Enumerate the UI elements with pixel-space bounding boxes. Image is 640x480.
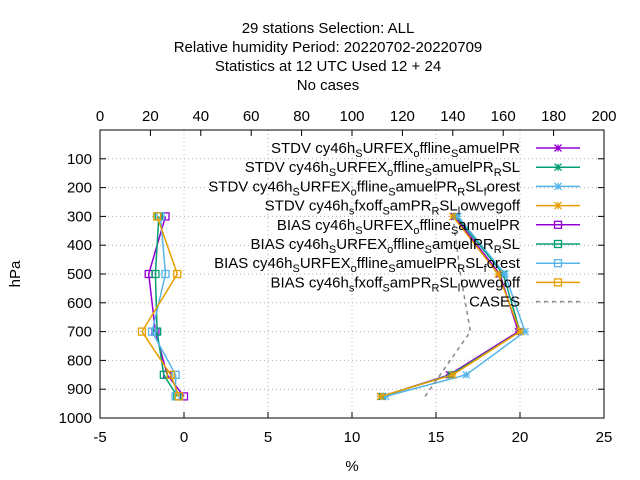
y-tick-label: 800 xyxy=(67,352,92,369)
series-path xyxy=(424,216,472,397)
data-point xyxy=(500,270,509,278)
title-line: Relative humidity Period: 20220702-20220… xyxy=(174,39,483,56)
legend-item: BIAS cy46hSURFEXofflineSamuelPR xyxy=(277,217,580,237)
series-path xyxy=(141,216,180,397)
data-point xyxy=(553,259,563,268)
x2-tick-label: 0 xyxy=(96,108,104,125)
grid-lines xyxy=(100,130,604,418)
legend-item: BIAS cy46hSURFEXofflineSamuelPRRSLforest xyxy=(214,255,580,275)
y-tick-label: 500 xyxy=(67,266,92,283)
data-point xyxy=(171,370,180,379)
x2-tick-label: 100 xyxy=(339,108,364,125)
data-point xyxy=(554,201,562,210)
data-point xyxy=(151,269,160,279)
x-tick-label: 0 xyxy=(180,429,188,446)
legend-label: STDV cy46hSURFEXofflineSamuelPRRSL xyxy=(245,159,520,179)
data-point xyxy=(554,182,562,191)
series-path xyxy=(154,216,178,397)
legend-label: STDV cy46hSURFEXofflineSamuelPRRSLforest xyxy=(208,178,521,198)
y-tick-label: 700 xyxy=(67,324,92,341)
y-tick-label: 200 xyxy=(67,180,92,197)
x-tick-label: 5 xyxy=(264,429,272,446)
x2-tick-label: 20 xyxy=(142,108,159,125)
legend-label: BIAS cy46hsfxoffSamPRRSLlowvegoff xyxy=(270,274,520,294)
data-point xyxy=(166,370,175,379)
title-line: 29 stations Selection: ALL xyxy=(242,20,415,37)
data-point xyxy=(494,270,503,278)
x2-tick-label: 140 xyxy=(440,108,465,125)
legend-item: STDV cy46hsfxoffSamPRRSLlowvegoff xyxy=(265,198,580,218)
x2-tick-label: 180 xyxy=(541,108,566,125)
y-tick-label: 100 xyxy=(67,151,92,168)
data-point xyxy=(173,269,182,279)
x-axis-label: % xyxy=(345,458,358,475)
title-line: No cases xyxy=(297,77,360,94)
series-line xyxy=(137,212,184,401)
title-line: Statistics at 12 UTC Used 12 + 24 xyxy=(215,58,441,75)
series-line xyxy=(376,212,524,401)
legend-label: BIAS cy46hSURFEXofflineSamuelPRRSLforest xyxy=(214,255,521,275)
data-point xyxy=(174,392,184,401)
data-point xyxy=(376,392,385,401)
x-tick-label: 10 xyxy=(344,429,361,446)
y-tick-label: 600 xyxy=(67,295,92,312)
x-axis: -5 0 5 10 15 20 25 xyxy=(93,412,612,446)
y-tick-label: 1000 xyxy=(59,410,92,427)
y-tick-label: 400 xyxy=(67,237,92,254)
legend-item: STDV cy46hSURFEXofflineSamuelPRRSL xyxy=(245,159,580,179)
y-tick-label: 300 xyxy=(67,208,92,225)
y-axis-label: hPa xyxy=(7,260,24,287)
y-axis: 100 200 300 400 500 600 700 800 900 1000 xyxy=(59,151,604,427)
legend-item: STDV cy46hSURFEXofflineSamuelPR xyxy=(271,140,580,160)
x-tick-label: 20 xyxy=(512,429,529,446)
y-tick-label: 900 xyxy=(67,381,92,398)
legend-item: BIAS cy46hsfxoffSamPRRSLlowvegoff xyxy=(270,274,580,294)
data-point xyxy=(553,220,563,229)
data-point xyxy=(462,370,471,379)
legend-item: CASES xyxy=(469,294,580,311)
series-path xyxy=(151,216,177,397)
data-point xyxy=(161,269,170,279)
data-point xyxy=(553,239,563,249)
data-point xyxy=(152,327,162,336)
data-point xyxy=(553,278,563,287)
legend-item: BIAS cy46hSURFEXofflineSamuelPRRSL xyxy=(251,236,580,256)
data-point xyxy=(516,327,524,336)
x2-axis: 0 20 40 60 80 100 120 140 160 180 200 xyxy=(96,108,617,136)
legend-label: BIAS cy46hSURFEXofflineSamuelPR xyxy=(277,217,520,237)
legend-label: STDV cy46hSURFEXofflineSamuelPR xyxy=(271,140,520,160)
x2-tick-label: 80 xyxy=(293,108,310,125)
legend-label: STDV cy46hsfxoffSamPRRSLlowvegoff xyxy=(265,198,521,218)
x2-tick-label: 120 xyxy=(390,108,415,125)
x-tick-label: -5 xyxy=(93,429,106,446)
x-tick-label: 25 xyxy=(596,429,613,446)
data-point xyxy=(152,212,162,221)
x2-tick-label: 60 xyxy=(243,108,260,125)
data-point xyxy=(554,144,562,152)
series-layer xyxy=(137,212,529,401)
data-point xyxy=(147,327,157,336)
legend-item: STDV cy46hSURFEXofflineSamuelPRRSLforest xyxy=(208,178,580,198)
series-line xyxy=(424,216,472,397)
legend-label: BIAS cy46hSURFEXofflineSamuelPRRSL xyxy=(251,236,520,256)
x-tick-label: 15 xyxy=(428,429,445,446)
data-point xyxy=(554,163,562,172)
x2-tick-label: 160 xyxy=(491,108,516,125)
chart-title: 29 stations Selection: ALL Relative humid… xyxy=(174,20,483,94)
x2-tick-label: 200 xyxy=(591,108,616,125)
x2-tick-label: 40 xyxy=(192,108,209,125)
data-point xyxy=(448,370,457,379)
legend-label: CASES xyxy=(469,294,520,311)
data-point xyxy=(137,327,147,336)
